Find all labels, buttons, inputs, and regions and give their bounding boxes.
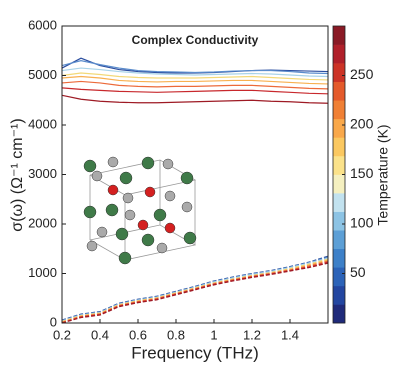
y-tick-label: 0 xyxy=(50,314,57,329)
atom xyxy=(181,201,193,213)
atom xyxy=(122,192,134,204)
colorbar-segment xyxy=(333,230,345,250)
x-tick-label: 0.2 xyxy=(53,327,71,342)
atom xyxy=(144,186,156,198)
colorbar-segment xyxy=(333,304,345,324)
data-line xyxy=(61,57,329,74)
chart-title: Complex Conductivity xyxy=(132,33,259,47)
x-axis-label: Frequency (THz) xyxy=(131,343,259,362)
atom xyxy=(141,233,155,247)
x-tick-label: 1 xyxy=(210,327,217,342)
data-line xyxy=(61,72,329,81)
colorbar-tick-label: 200 xyxy=(350,116,374,132)
y-tick-label: 2000 xyxy=(28,215,57,230)
atom xyxy=(162,158,174,170)
atom xyxy=(153,208,167,222)
data-line xyxy=(61,256,329,322)
atom xyxy=(156,242,168,254)
atom xyxy=(91,170,103,182)
atom xyxy=(115,227,129,241)
atom xyxy=(119,171,133,185)
data-line xyxy=(61,67,329,78)
data-line xyxy=(61,75,329,85)
atom xyxy=(83,205,97,219)
atom xyxy=(124,209,136,221)
data-line xyxy=(61,80,329,90)
x-tick-label: 1.2 xyxy=(243,327,261,342)
data-line xyxy=(61,260,329,324)
colorbar-segment xyxy=(333,137,345,157)
colorbar-segment xyxy=(333,63,345,82)
y-tick-label: 1000 xyxy=(28,265,57,280)
atom xyxy=(107,184,119,196)
atom xyxy=(96,226,108,238)
y-tick-label: 5000 xyxy=(28,67,57,82)
atom xyxy=(180,171,194,185)
atom xyxy=(83,159,97,173)
y-tick-label: 4000 xyxy=(28,116,57,131)
data-line xyxy=(61,258,329,323)
atoms xyxy=(83,156,197,265)
colorbar-segment xyxy=(333,100,345,120)
atom xyxy=(118,251,132,265)
data-line xyxy=(61,259,329,323)
colorbar-tick-label: 250 xyxy=(350,66,374,82)
crystal-inset xyxy=(89,159,197,261)
colorbar-segment xyxy=(333,193,345,212)
data-line xyxy=(61,257,329,322)
atom xyxy=(164,190,176,202)
atom xyxy=(86,240,98,252)
colorbar-segment xyxy=(333,248,345,268)
y-tick-label: 3000 xyxy=(28,166,57,181)
data-line xyxy=(61,262,329,324)
x-tick-label: 1.4 xyxy=(281,327,299,342)
colorbar-segment xyxy=(333,211,345,231)
colorbar-segment xyxy=(333,81,345,101)
atom xyxy=(107,156,119,168)
data-line xyxy=(61,255,329,321)
data-line xyxy=(61,94,329,104)
atom xyxy=(141,156,155,170)
colorbar-tick-label: 150 xyxy=(350,165,374,181)
colorbar-tick-label: 50 xyxy=(350,264,366,280)
colorbar-segment xyxy=(333,267,345,287)
colorbar-segment xyxy=(333,26,345,45)
x-tick-label: 0.8 xyxy=(167,327,185,342)
data-line xyxy=(61,87,329,95)
colorbar-label: Temperature (K) xyxy=(375,124,391,225)
colorbar-segment xyxy=(333,174,345,194)
colorbar-segment xyxy=(333,118,345,138)
series-group xyxy=(61,57,329,324)
atom xyxy=(137,219,149,231)
y-tick-label: 6000 xyxy=(28,17,57,32)
colorbar-segment xyxy=(333,44,345,64)
data-line xyxy=(61,261,329,324)
x-tick-label: 0.6 xyxy=(129,327,147,342)
data-line xyxy=(61,60,329,75)
colorbar-segment xyxy=(333,285,345,305)
atom xyxy=(105,203,119,217)
atom xyxy=(183,231,197,245)
colorbar-segment xyxy=(333,155,345,175)
x-tick-label: 0.4 xyxy=(91,327,109,342)
atom xyxy=(164,222,176,234)
colorbar-tick-label: 100 xyxy=(350,215,374,231)
y-axis-label: σ(ω) (Ω⁻¹ cm⁻¹) xyxy=(9,118,26,231)
